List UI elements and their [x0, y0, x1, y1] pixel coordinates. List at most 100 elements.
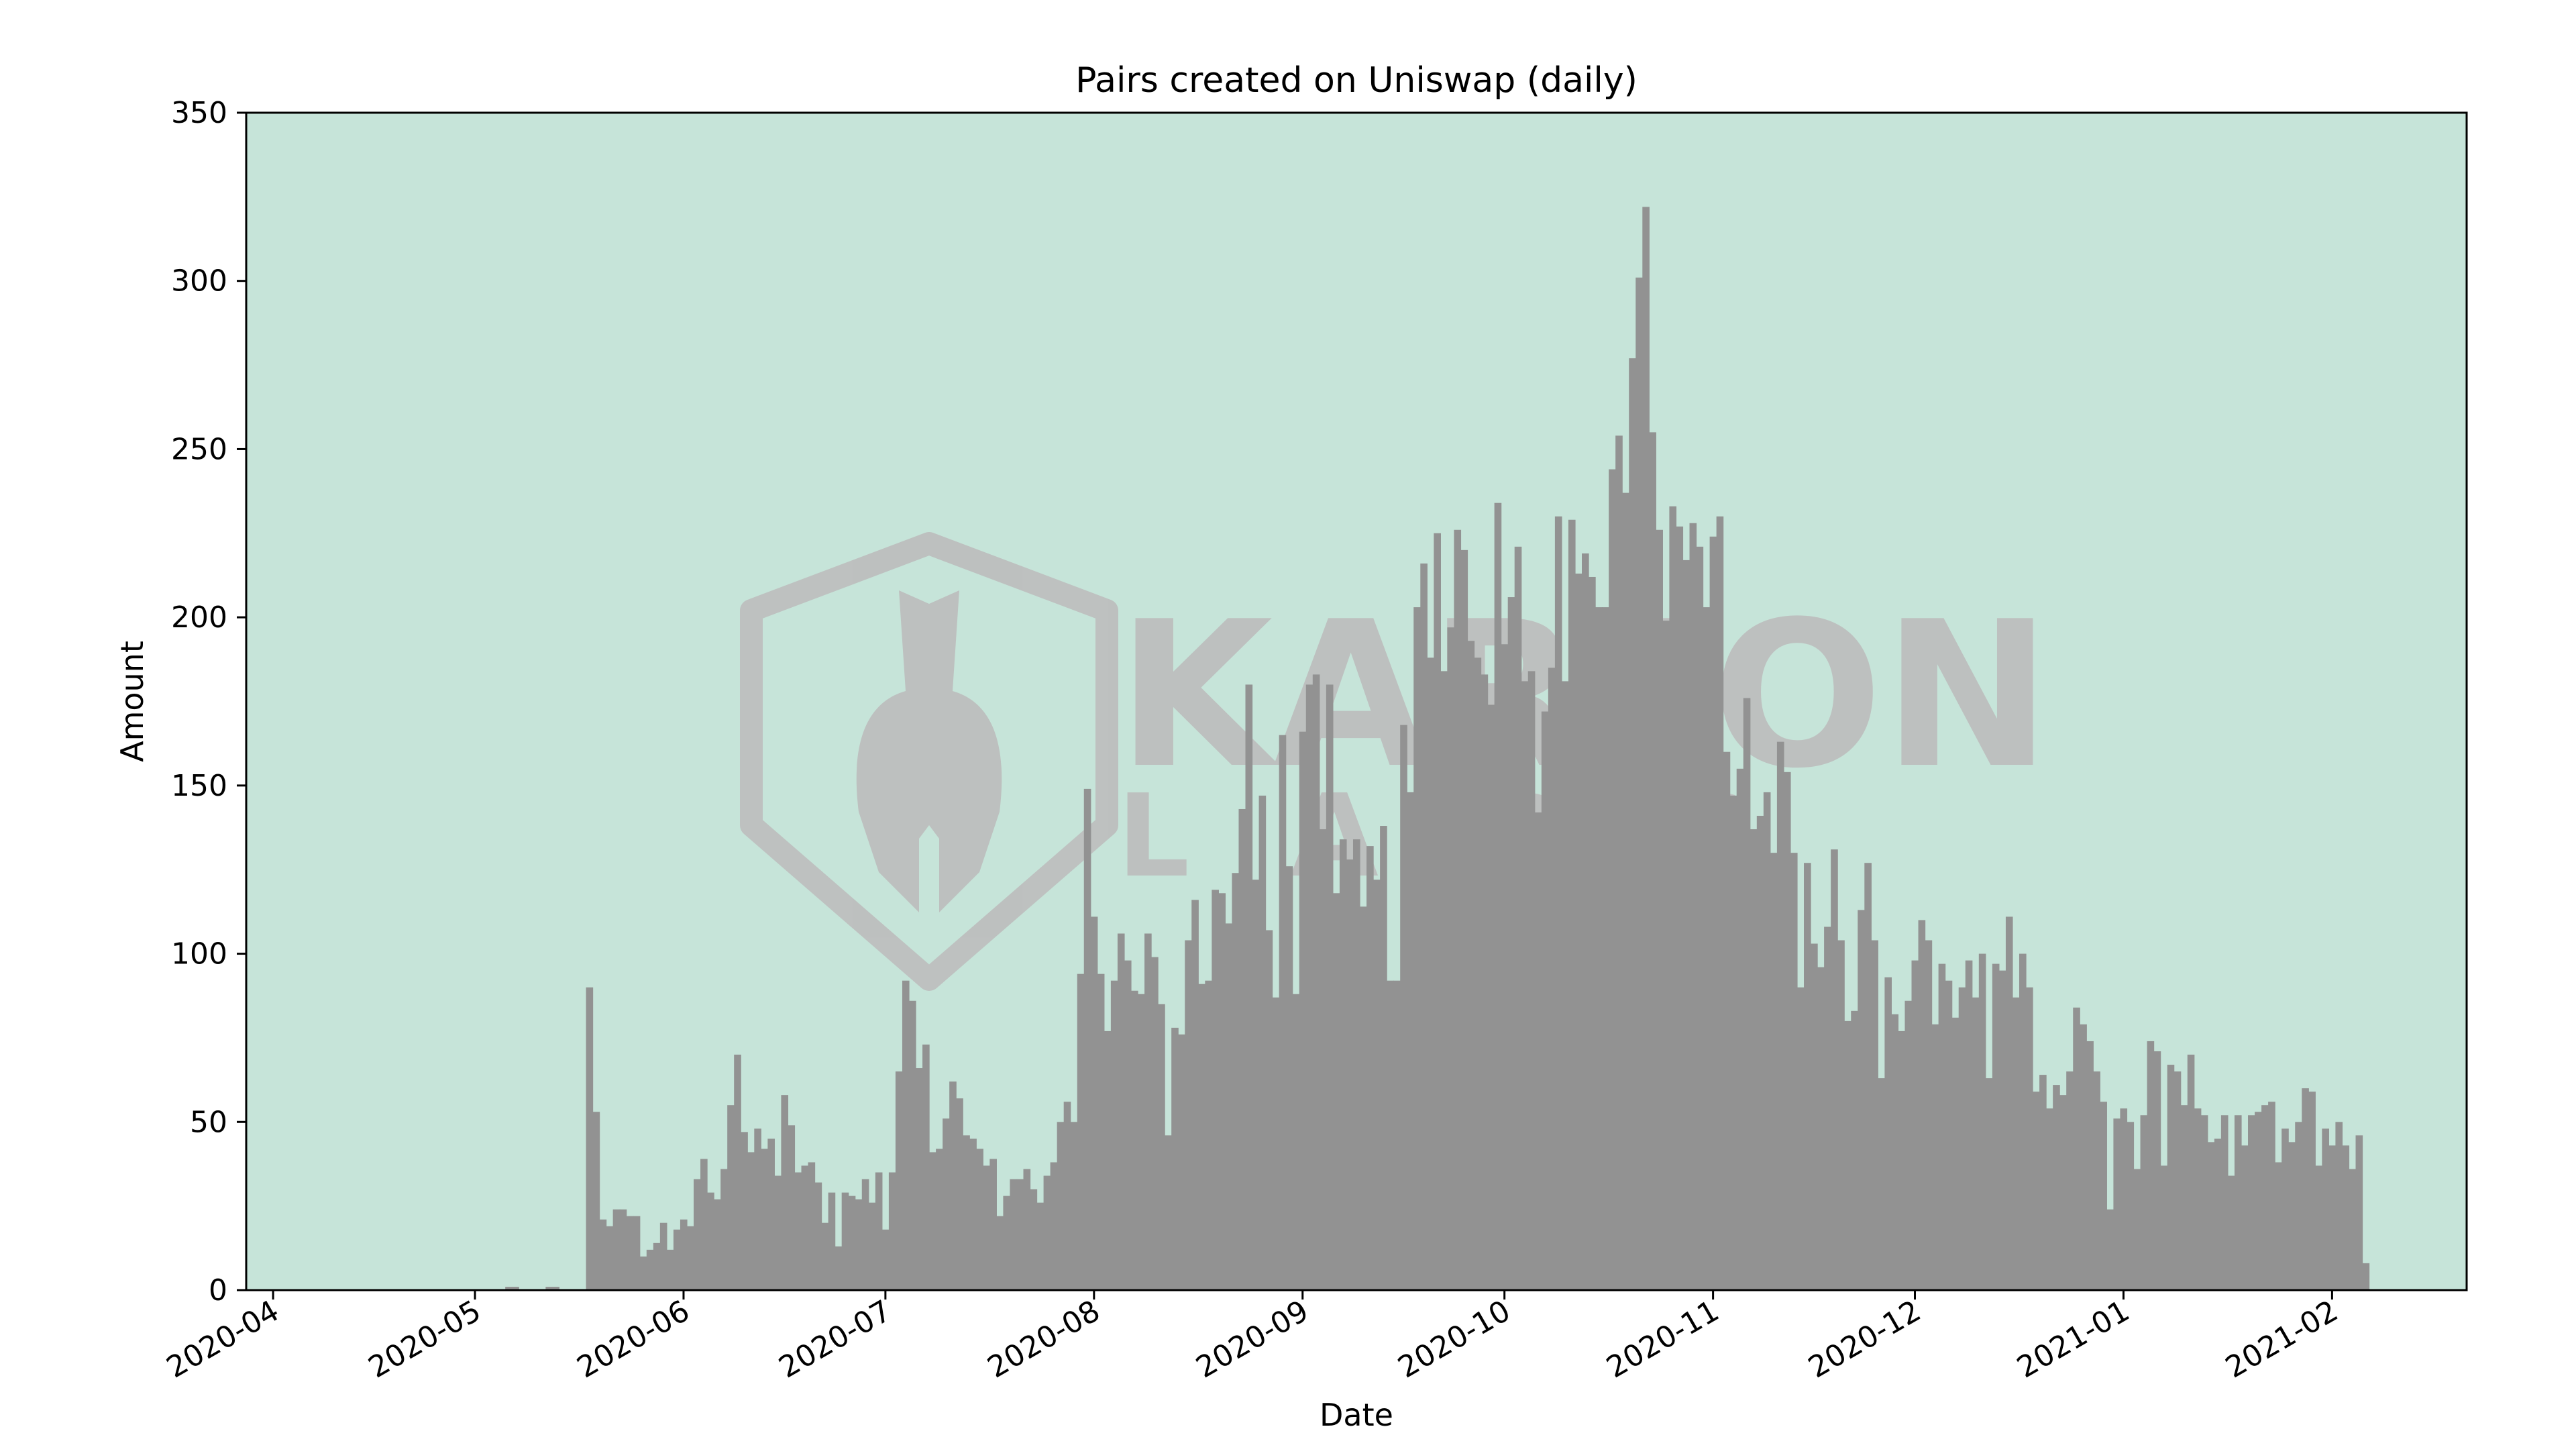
bar [1312, 674, 1320, 1290]
bar [814, 1182, 822, 1290]
bar [1030, 1189, 1038, 1290]
bar [1817, 967, 1825, 1290]
bar [1110, 980, 1118, 1290]
y-tick-label: 300 [171, 264, 227, 299]
bar [1279, 735, 1287, 1290]
bar [1904, 1000, 1913, 1290]
bar [875, 1172, 883, 1290]
bar [916, 1068, 923, 1290]
bar [1763, 792, 1771, 1290]
x-tick-label: 2021-01 [2011, 1293, 2135, 1385]
bar [1427, 657, 1434, 1290]
x-tick-label: 2020-10 [1392, 1293, 1516, 1385]
bar [1958, 987, 1966, 1290]
bar [1662, 621, 1670, 1290]
bar [848, 1196, 856, 1290]
bar [1804, 863, 1811, 1290]
bar [1723, 751, 1731, 1290]
bar [2234, 1115, 2242, 1290]
bar [835, 1246, 843, 1290]
bar [902, 980, 910, 1290]
y-tick-label: 350 [171, 96, 227, 130]
bar [754, 1128, 761, 1290]
bar [2066, 1071, 2074, 1290]
bar [1258, 795, 1267, 1290]
bar [1272, 997, 1280, 1290]
bar [2019, 953, 2027, 1290]
bar [1036, 1202, 1044, 1290]
bar [1225, 923, 1233, 1290]
bar [1198, 984, 1205, 1290]
bar [1050, 1162, 1058, 1290]
bar [1332, 893, 1340, 1290]
bar [1016, 1179, 1024, 1290]
bar [606, 1226, 614, 1290]
x-axis-label: Date [1320, 1397, 1393, 1429]
bar [2328, 1145, 2337, 1290]
bar [1063, 1102, 1071, 1290]
bar [868, 1202, 876, 1290]
bar [976, 1149, 983, 1290]
bar [714, 1199, 721, 1290]
bar [1776, 741, 1784, 1290]
bar [673, 1229, 681, 1290]
bar [1420, 563, 1428, 1291]
bar [1851, 1010, 1858, 1290]
bar [821, 1222, 829, 1290]
bar [1582, 553, 1589, 1290]
bar [612, 1209, 621, 1290]
bar [1366, 846, 1374, 1290]
bar [1158, 1004, 1165, 1290]
bar [1191, 900, 1199, 1290]
bar [653, 1242, 661, 1290]
bar [1689, 523, 1697, 1290]
bar [2302, 1088, 2309, 1290]
bar [2080, 1024, 2087, 1290]
bar [592, 1112, 600, 1290]
bar [1824, 927, 1831, 1290]
bar [1003, 1196, 1011, 1290]
y-axis: 0 50 100 150 200 250 300 350 [171, 96, 246, 1308]
bar [1878, 1078, 1885, 1290]
bar [922, 1044, 930, 1290]
bar [1548, 668, 1556, 1290]
bar [1326, 684, 1334, 1290]
bar [1023, 1169, 1031, 1290]
bar [2214, 1139, 2222, 1290]
x-tick-label: 2020-05 [363, 1293, 487, 1385]
bar [1985, 1078, 1993, 1290]
bar [1467, 641, 1475, 1290]
bar [1811, 943, 1818, 1290]
bar [1212, 890, 1219, 1290]
bar [2133, 1169, 2141, 1290]
bar [720, 1169, 728, 1290]
bar [855, 1199, 863, 1290]
bar [1380, 826, 1387, 1290]
bar [2053, 1085, 2060, 1290]
bar [1925, 940, 1933, 1290]
x-tick-label: 2020-11 [1601, 1293, 1725, 1385]
bar [1299, 731, 1307, 1290]
x-tick-label: 2020-08 [982, 1293, 1106, 1385]
bar [1554, 516, 1562, 1291]
bar [1481, 674, 1489, 1290]
y-axis-label: Amount [114, 641, 150, 762]
bar [686, 1226, 694, 1290]
y-tick-label: 150 [171, 769, 227, 803]
bar [1252, 880, 1260, 1290]
bar [841, 1192, 849, 1290]
bar-series [505, 207, 2370, 1291]
bar [1460, 549, 1468, 1290]
bar [1729, 795, 1737, 1290]
spartan-helmet-icon [856, 590, 1002, 912]
bar [2322, 1128, 2329, 1290]
bar [1144, 933, 1152, 1290]
x-tick-label: 2021-02 [2220, 1293, 2344, 1385]
bar [2268, 1102, 2275, 1290]
bar [1521, 681, 1529, 1290]
bar [1676, 526, 1684, 1290]
bar [1514, 546, 1522, 1290]
bar [2342, 1145, 2350, 1290]
bar [2106, 1209, 2114, 1290]
bar [2241, 1145, 2249, 1290]
